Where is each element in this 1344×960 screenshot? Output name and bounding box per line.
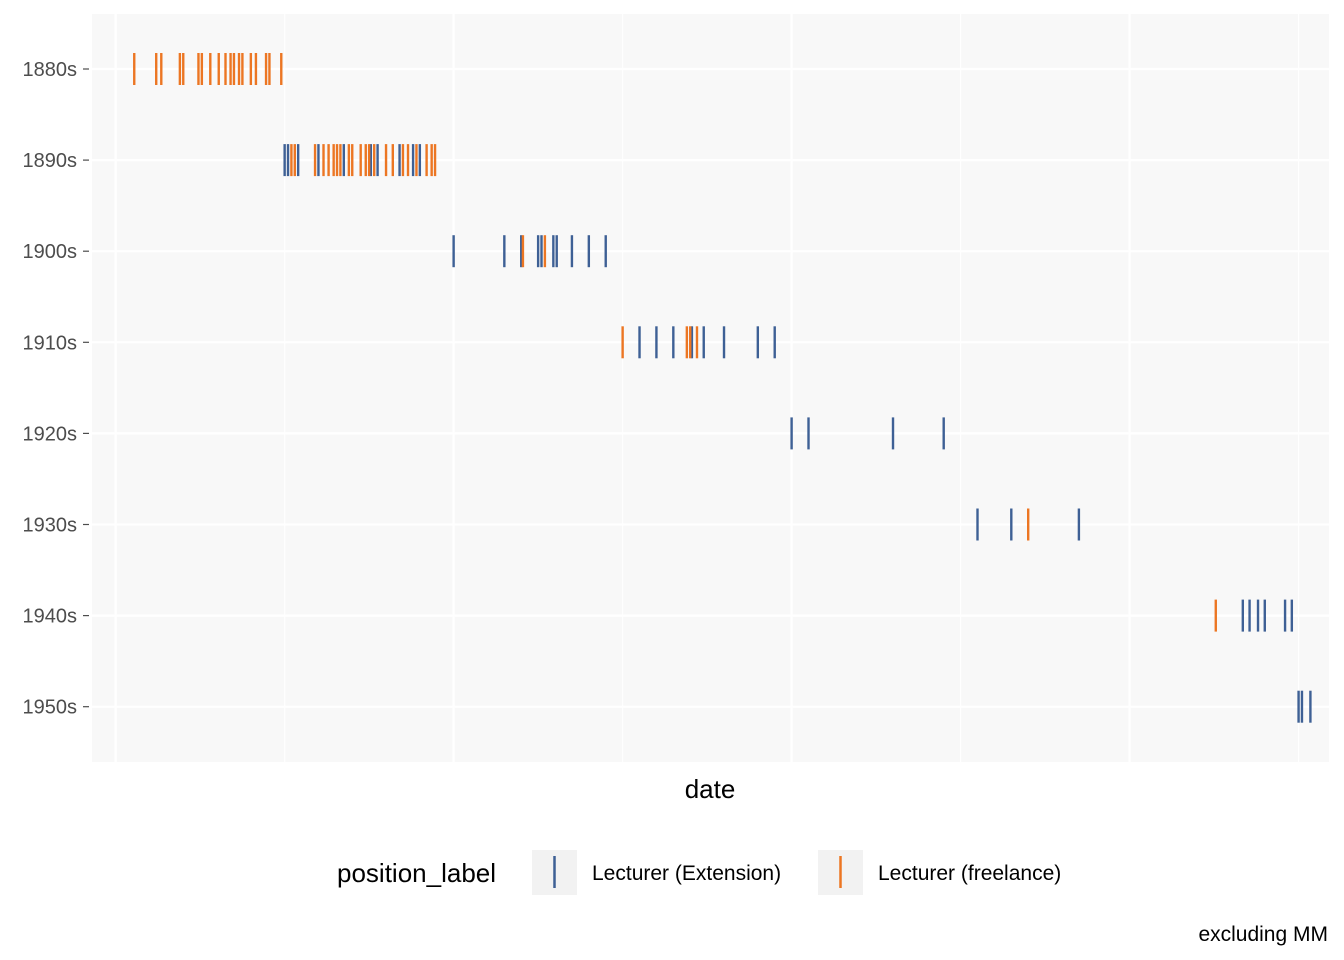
y-tick-label: 1900s [23, 241, 78, 263]
y-tick-label: 1880s [23, 59, 78, 81]
y-tick-label: 1910s [23, 332, 78, 354]
legend: position_label Lecturer (Extension) Lect… [337, 850, 1061, 895]
y-tick-label: 1950s [23, 697, 78, 719]
y-tick-label: 1930s [23, 515, 78, 537]
legend-title: position_label [337, 858, 496, 888]
y-axis-tick-labels: 1880s 1890s 1900s 1910s 1920s 1930s 1940s 1950s [23, 59, 89, 719]
legend-label-freelance: Lecturer (freelance) [878, 862, 1061, 885]
caption: excluding MM [1198, 923, 1328, 946]
y-tick-label: 1920s [23, 423, 78, 445]
y-tick-label: 1890s [23, 150, 78, 172]
data-marks [133, 53, 1312, 723]
x-axis-title: date [685, 774, 736, 804]
legend-label-extension: Lecturer (Extension) [592, 862, 781, 885]
plot-panel [92, 14, 1329, 762]
gridlines [92, 14, 1329, 762]
y-tick-label: 1940s [23, 606, 78, 628]
